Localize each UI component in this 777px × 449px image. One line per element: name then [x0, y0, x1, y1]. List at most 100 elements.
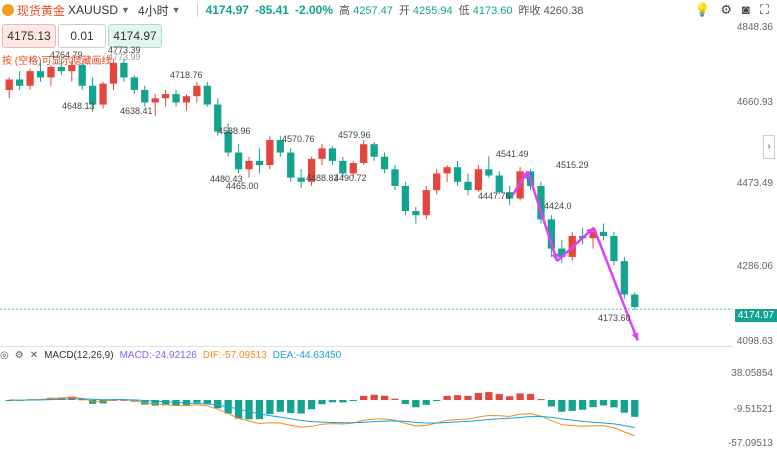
candle-body	[287, 152, 295, 178]
candle-body	[130, 77, 138, 90]
candle-body	[172, 94, 180, 103]
candle-body	[370, 144, 378, 157]
candle-body	[99, 83, 107, 105]
camera-icon[interactable]: ◙	[742, 2, 750, 17]
macd-histogram-bar	[182, 400, 191, 406]
quantity-input[interactable]: 0.01	[58, 24, 106, 48]
high-annotation: 4579.96	[338, 130, 371, 140]
candle-body	[349, 162, 357, 174]
trend-arrow-segment	[556, 226, 595, 263]
macd-value: MACD:-24.92126	[119, 349, 197, 361]
dea-line	[9, 398, 635, 429]
trend-arrow-head	[586, 227, 594, 236]
macd-histogram-bar	[401, 400, 410, 404]
candle-body	[224, 131, 232, 153]
macd-histogram-bar	[88, 400, 97, 404]
macd-histogram-bar	[339, 400, 347, 403]
chevron-down-icon[interactable]: ▼	[121, 5, 130, 15]
candle-body	[78, 64, 86, 86]
candle-body	[88, 85, 97, 105]
drawing-hint: 按 (空格)可显示隐藏画线	[2, 56, 112, 67]
macd-tick: -9.51521	[733, 404, 773, 415]
open-value: 开 4255.94	[398, 5, 453, 17]
macd-chart[interactable]	[0, 362, 733, 444]
price-chart[interactable]	[0, 0, 733, 346]
price-axis[interactable]: 4848.36 4660.93 4473.49 4286.06 4098.63	[733, 20, 777, 350]
price-tick: 4098.63	[736, 336, 773, 347]
macd-histogram-bar	[161, 400, 170, 406]
candle-body	[266, 140, 274, 166]
lightbulb-icon[interactable]: 💡	[694, 2, 711, 17]
macd-histogram-bar	[255, 400, 264, 420]
candle-body	[182, 96, 191, 103]
trend-arrow-segment	[526, 170, 559, 262]
trend-arrow-head	[631, 332, 639, 341]
macd-histogram-bar	[526, 393, 535, 400]
macd-histogram-bar	[516, 393, 524, 400]
toolbar-icons: 💡 ⚙ ◙ ⛶	[694, 2, 769, 18]
eye-icon[interactable]: ◎	[0, 349, 9, 361]
candle-body	[318, 148, 326, 159]
low-annotation: 4638.41	[120, 106, 153, 116]
fullscreen-icon[interactable]: ⛶	[759, 2, 769, 17]
high-annotation: 4515.29	[556, 160, 589, 170]
macd-histogram-bar	[276, 400, 284, 412]
macd-histogram-bar	[370, 394, 378, 400]
candle-body	[599, 231, 608, 237]
macd-tick: 38.05854	[731, 368, 773, 379]
candle-body	[151, 98, 159, 103]
candle-body	[360, 144, 368, 163]
timeframe-selector[interactable]: 4小时	[137, 3, 169, 18]
candle-body	[203, 85, 211, 105]
candle-body	[558, 248, 566, 257]
macd-histogram-bar	[214, 400, 222, 409]
low-annotation: 4490.72	[334, 173, 367, 183]
price-tick: 4286.06	[736, 261, 773, 272]
symbol-code: XAUUSD	[68, 3, 119, 17]
timeframe-chevron-icon[interactable]: ▼	[171, 5, 181, 15]
collapse-panel-icon[interactable]: ›	[763, 135, 775, 159]
close-icon[interactable]: ✕	[29, 349, 39, 361]
macd-histogram-bar	[412, 400, 420, 408]
macd-histogram-bar	[464, 395, 472, 400]
candle-body	[245, 160, 253, 170]
candle-body	[47, 66, 55, 78]
candle-body	[453, 167, 462, 182]
candle-body	[391, 169, 399, 186]
macd-histogram-bar	[68, 396, 76, 400]
macd-histogram-bar	[360, 395, 368, 400]
low-value: 低 4173.60	[458, 5, 513, 17]
candle-body	[412, 211, 420, 216]
symbol-selector[interactable]: 现货黄金 XAUUSD ▼	[2, 2, 138, 19]
prev-close-value: 昨收 4260.38	[518, 5, 584, 17]
candle-body	[57, 66, 65, 72]
buy-button[interactable]: 4174.97	[108, 24, 162, 48]
gold-logo-icon	[2, 4, 14, 16]
macd-histogram-bar	[506, 396, 514, 400]
price-tick: 4473.49	[736, 178, 773, 189]
candle-body	[537, 185, 545, 220]
candle-body	[141, 89, 149, 103]
macd-histogram-bar	[245, 400, 253, 420]
macd-histogram-bar	[547, 400, 556, 407]
price-change: -85.41	[254, 3, 289, 17]
settings-icon[interactable]: ⚙	[14, 349, 24, 361]
candle-body	[68, 64, 76, 72]
candle-body	[474, 169, 483, 191]
low-annotation: 4465.00	[226, 181, 259, 191]
macd-histogram-bar	[558, 400, 566, 412]
trend-arrow-head	[520, 171, 528, 180]
sell-button[interactable]: 4175.13	[2, 24, 56, 48]
macd-histogram-bar	[193, 400, 201, 403]
candle-body	[589, 231, 597, 239]
candle-body	[631, 294, 639, 308]
pane-divider[interactable]	[0, 346, 733, 347]
low-annotation: 4488.83	[306, 173, 339, 183]
macd-histogram-bar	[349, 400, 357, 401]
candle-body	[339, 160, 347, 174]
macd-histogram-bar	[620, 400, 629, 413]
settings-icon[interactable]: ⚙	[720, 2, 733, 17]
macd-histogram-bar	[203, 400, 211, 404]
current-price-tag: 4174.97	[735, 309, 777, 322]
candle-body	[328, 148, 337, 161]
